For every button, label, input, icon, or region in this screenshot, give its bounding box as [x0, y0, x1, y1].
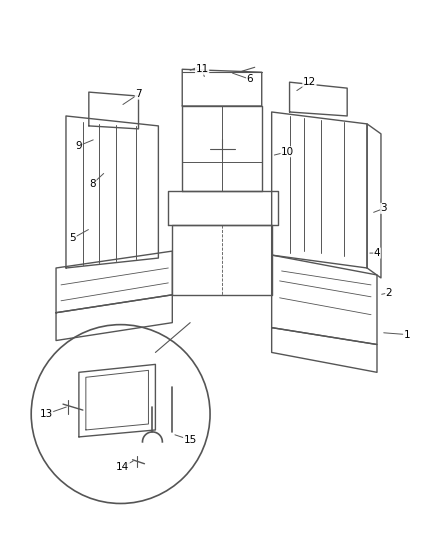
Text: 9: 9 [76, 141, 82, 151]
Text: 4: 4 [374, 248, 380, 258]
Text: 6: 6 [247, 74, 253, 84]
Text: 12: 12 [303, 77, 316, 87]
Text: 13: 13 [39, 409, 53, 419]
Text: 11: 11 [195, 64, 209, 74]
Text: 10: 10 [281, 147, 294, 157]
Text: 3: 3 [381, 204, 387, 213]
Text: 15: 15 [184, 435, 197, 445]
Text: 1: 1 [403, 329, 410, 340]
Text: 2: 2 [385, 288, 392, 298]
Text: 14: 14 [116, 462, 129, 472]
Text: 8: 8 [89, 179, 96, 189]
Text: 5: 5 [70, 233, 76, 243]
Text: 7: 7 [135, 89, 142, 99]
